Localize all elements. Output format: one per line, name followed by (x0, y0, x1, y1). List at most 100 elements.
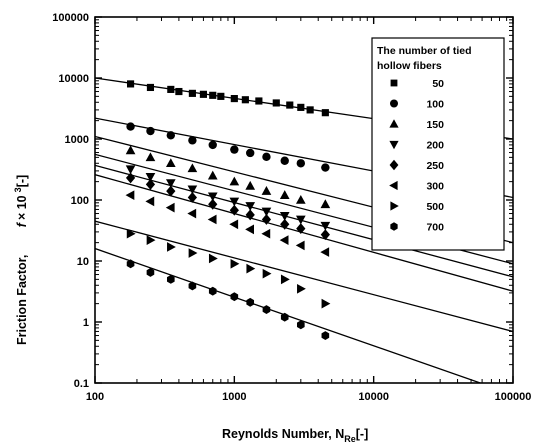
data-point-50 (146, 83, 155, 92)
data-point-100 (230, 145, 239, 154)
data-point-700 (126, 259, 135, 269)
y-tick-label: 10 (77, 256, 89, 268)
y-tick-label: 10000 (58, 73, 89, 85)
data-point-150 (125, 145, 136, 155)
data-point-200 (245, 202, 256, 211)
legend-title-line2: hollow fibers (377, 60, 442, 72)
x-tick-label: 100 (86, 391, 104, 403)
data-point-500 (167, 242, 176, 252)
data-point-500 (208, 253, 218, 264)
data-point-700 (208, 286, 217, 296)
data-point-150 (207, 170, 218, 180)
data-point-150 (187, 163, 198, 173)
legend-label-100: 100 (426, 99, 444, 111)
data-point-100 (188, 136, 197, 145)
data-point-50 (199, 90, 207, 98)
y-axis-title-unit: [-] (15, 175, 29, 188)
legend-marker-150 (389, 119, 399, 128)
data-point-250 (280, 218, 290, 230)
data-point-250 (261, 213, 272, 225)
data-point-100 (208, 140, 217, 150)
data-point-500 (188, 248, 198, 258)
data-point-700 (146, 268, 155, 277)
legend-label-150: 150 (426, 119, 444, 131)
legend-marker-700 (390, 222, 398, 231)
legend-label-250: 250 (426, 160, 444, 172)
data-point-300 (279, 235, 289, 245)
legend-marker-250 (389, 159, 399, 171)
data-point-150 (320, 199, 331, 209)
y-axis-title-exponent: 3 (13, 187, 23, 192)
y-tick-label: 0.1 (74, 378, 89, 390)
data-point-300 (207, 214, 217, 225)
data-point-250 (320, 229, 330, 241)
legend-marker-100 (390, 99, 398, 108)
legend-entries: 50 100 150 200 250 300 500 700 (389, 78, 444, 234)
data-point-300 (229, 219, 239, 230)
data-point-200 (125, 165, 136, 175)
y-tick-label: 100 (71, 195, 89, 207)
fit-line-700 (95, 247, 483, 383)
data-point-300 (320, 247, 330, 257)
y-tick-label: 100000 (52, 12, 89, 24)
data-point-150 (245, 180, 256, 190)
data-point-200 (279, 212, 290, 221)
data-point-50 (241, 96, 249, 104)
y-axis-title: Friction Factor, f× 10 3[-] (13, 175, 29, 345)
x-axis-title-subscript: Re (344, 434, 356, 444)
data-point-500 (321, 298, 331, 309)
data-point-50 (286, 101, 294, 109)
data-point-700 (296, 320, 305, 330)
data-point-100 (246, 148, 255, 158)
data-point-500 (146, 235, 156, 245)
data-point-700 (280, 312, 289, 322)
data-point-200 (295, 215, 306, 225)
data-point-200 (229, 197, 240, 207)
data-point-50 (255, 97, 263, 105)
data-point-500 (230, 258, 240, 269)
data-point-300 (261, 228, 271, 239)
fit-line-500 (95, 220, 513, 333)
data-point-200 (261, 207, 272, 217)
data-point-250 (229, 204, 239, 216)
data-point-500 (262, 268, 272, 279)
y-tick-label: 1000 (65, 134, 89, 146)
data-point-250 (145, 178, 156, 190)
data-point-500 (297, 283, 306, 294)
y-axis-title-times: × 10 (15, 195, 29, 220)
x-tick-label: 1000 (222, 391, 246, 403)
y-axis-title-main: Friction Factor, (15, 255, 29, 345)
legend-marker-200 (389, 140, 399, 150)
data-point-50 (209, 91, 217, 99)
data-point-700 (230, 292, 239, 302)
y-axis-title-text: Friction Factor, f× 10 3[-] (13, 175, 29, 345)
legend-marker-50 (390, 79, 398, 87)
data-point-50 (167, 85, 175, 93)
data-point-300 (187, 208, 197, 219)
y-axis-title-f: f (15, 221, 29, 227)
legend-marker-500 (390, 201, 399, 211)
data-point-300 (125, 190, 135, 200)
data-point-200 (320, 221, 331, 231)
data-markers (125, 80, 331, 340)
fit-line-300 (95, 174, 513, 292)
data-point-50 (175, 87, 183, 96)
data-point-100 (296, 159, 306, 168)
axes: 100 1000 10000 100000 0.1 1 10 100 1000 10000 1000… (52, 12, 531, 403)
x-axis-title: Reynolds Number, NRe[-] (222, 427, 368, 444)
data-point-50 (188, 89, 196, 97)
data-point-500 (246, 263, 256, 274)
data-point-250 (245, 209, 255, 221)
data-point-100 (166, 131, 176, 140)
data-point-50 (217, 92, 225, 100)
data-point-250 (125, 172, 136, 184)
data-point-200 (187, 185, 198, 195)
data-point-150 (165, 158, 176, 168)
data-point-700 (262, 305, 271, 314)
data-point-200 (207, 192, 218, 202)
legend-marker-300 (389, 180, 398, 191)
data-point-150 (145, 152, 156, 162)
data-point-500 (126, 228, 136, 239)
fit-lines (95, 77, 513, 383)
